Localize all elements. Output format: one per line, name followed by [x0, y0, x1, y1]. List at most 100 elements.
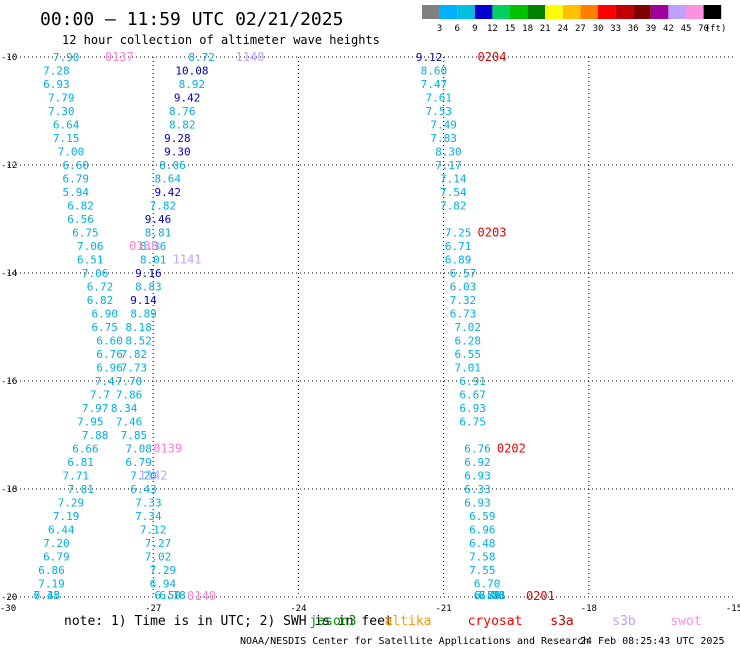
satellite-swot: swot [670, 614, 701, 629]
wave-height-label: 8.92 [179, 78, 206, 91]
wave-height-label: 7.85 [121, 429, 148, 442]
colorbar-swatch [527, 5, 546, 19]
wave-height-label: 6.03 [450, 281, 477, 294]
wave-height-label: 6.75 [474, 589, 501, 602]
y-tick-label: -10 [1, 53, 17, 63]
wave-height-label: 6.75 [459, 416, 486, 429]
pass-time-label: 0139 [153, 442, 182, 456]
wave-height-label: 7.19 [53, 510, 80, 523]
colorbar-label: 70 [698, 24, 709, 34]
wave-height-label: 7.15 [53, 132, 80, 145]
wave-height-label: 7.14 [440, 173, 467, 186]
colorbar-label: 21 [540, 24, 551, 34]
plot-area: 7.907.286.937.797.306.647.157.006.606.79… [33, 50, 554, 603]
satellite-jason3: jason3 [310, 614, 357, 629]
wave-height-label: 6.96 [469, 524, 496, 537]
colorbar-swatch [615, 5, 634, 19]
wave-height-label: 7.29 [150, 564, 177, 577]
colorbar-label: 9 [472, 24, 477, 34]
wave-height-label: 6.67 [459, 389, 486, 402]
wave-height-label: 7.4 [95, 375, 115, 388]
wave-height-label: 7.06 [77, 240, 104, 253]
pass-time-label: 1141 [173, 253, 202, 267]
wave-height-label: 6.33 [464, 483, 491, 496]
wave-height-label: 8.36 [140, 240, 167, 253]
wave-height-label: 7.45 [33, 589, 60, 602]
wave-height-label: 7.49 [430, 119, 457, 132]
pass-time-label: 0203 [478, 226, 507, 240]
x-tick-label: -24 [290, 604, 306, 614]
wave-height-label: 6.78 [159, 589, 186, 602]
wave-height-label: 5.94 [63, 186, 90, 199]
colorbar-swatch [633, 5, 651, 19]
wave-height-label: 7.17 [435, 159, 462, 172]
wave-height-label: 6.59 [154, 589, 181, 602]
wave-height-label: 7.54 [440, 186, 467, 199]
wave-height-label: 6.60 [63, 159, 90, 172]
colorbar-swatch [562, 5, 581, 19]
pass-time-label: 0138 [129, 239, 158, 253]
y-tick-label: -20 [1, 593, 17, 603]
wave-height-label: 8.64 [154, 173, 181, 186]
wave-height-label: 7.95 [77, 416, 104, 429]
wave-height-label: 8.30 [435, 146, 462, 159]
colorbar-label: 15 [505, 24, 516, 34]
colorbar-unit: (ft) [705, 24, 727, 34]
wave-height-label: 7.79 [48, 92, 75, 105]
wave-height-label: 6.55 [455, 348, 482, 361]
x-tick-label: -18 [581, 604, 597, 614]
satellite-altika: altika [385, 614, 432, 629]
colorbar-label: 24 [557, 24, 568, 34]
y-tick-label: -14 [1, 269, 17, 279]
wave-height-label: 8.34 [111, 402, 138, 415]
wave-height-label: 6.82 [87, 294, 114, 307]
wave-height-label: 7.88 [82, 429, 109, 442]
wave-height-label: 7.20 [43, 537, 70, 550]
wave-height-label: 6.82 [67, 200, 94, 213]
wave-height-label: 6.92 [464, 456, 491, 469]
wave-height-label: 7.58 [469, 551, 496, 564]
colorbar-label: 36 [628, 24, 639, 34]
wave-height-label: 7.86 [116, 389, 143, 402]
pass-time-label: 0140 [187, 589, 216, 603]
colorbar-label: 45 [681, 24, 692, 34]
wave-height-label: 7.97 [82, 402, 109, 415]
colorbar-label: 3 [437, 24, 442, 34]
wave-height-label: 6.57 [450, 267, 477, 280]
wave-height-label: 6.73 [450, 308, 477, 321]
wave-height-label: 6.76 [96, 348, 123, 361]
wave-height-label: 7.53 [426, 105, 453, 118]
colorbar-swatch [686, 5, 704, 19]
colorbar-swatch [598, 5, 616, 19]
wave-height-label: 6.75 [92, 321, 119, 334]
wave-height-label: 9.30 [164, 146, 191, 159]
colorbar-swatch [457, 5, 475, 19]
wave-height-label: 6.70 [474, 578, 501, 591]
x-tick-label: -27 [145, 604, 161, 614]
wave-height-label: 8.72 [188, 51, 215, 64]
wave-height-label: 7.73 [121, 362, 148, 375]
x-tick-label: -15 [726, 604, 740, 614]
wave-height-label: 7.20 [130, 470, 157, 483]
colorbar-label: 39 [645, 24, 656, 34]
wave-height-label: 9.16 [135, 267, 162, 280]
wave-height-label: 6.83 [479, 589, 506, 602]
satellite-s3a: s3a [550, 614, 573, 629]
wave-height-label: 7.08 [125, 443, 152, 456]
wave-height-label: 9.42 [174, 92, 201, 105]
wave-height-label: 7.06 [82, 267, 109, 280]
wave-height-label: 10.08 [175, 65, 208, 78]
wave-height-label: 7.83 [430, 132, 457, 145]
x-tick-label: -30 [0, 604, 16, 614]
wave-height-label: 8.81 [145, 227, 172, 240]
x-tick-label: -21 [435, 604, 451, 614]
wave-height-label: 6.93 [464, 497, 491, 510]
wave-height-label: 6.85 [474, 589, 501, 602]
wave-height-label: 7.28 [43, 65, 70, 78]
wave-height-label: 7.19 [38, 578, 65, 591]
wave-height-label: 6.76 [464, 443, 491, 456]
wave-height-label: 7.00 [58, 146, 85, 159]
wave-height-label: 6.75 [72, 227, 99, 240]
y-tick-label: -18 [1, 485, 17, 495]
